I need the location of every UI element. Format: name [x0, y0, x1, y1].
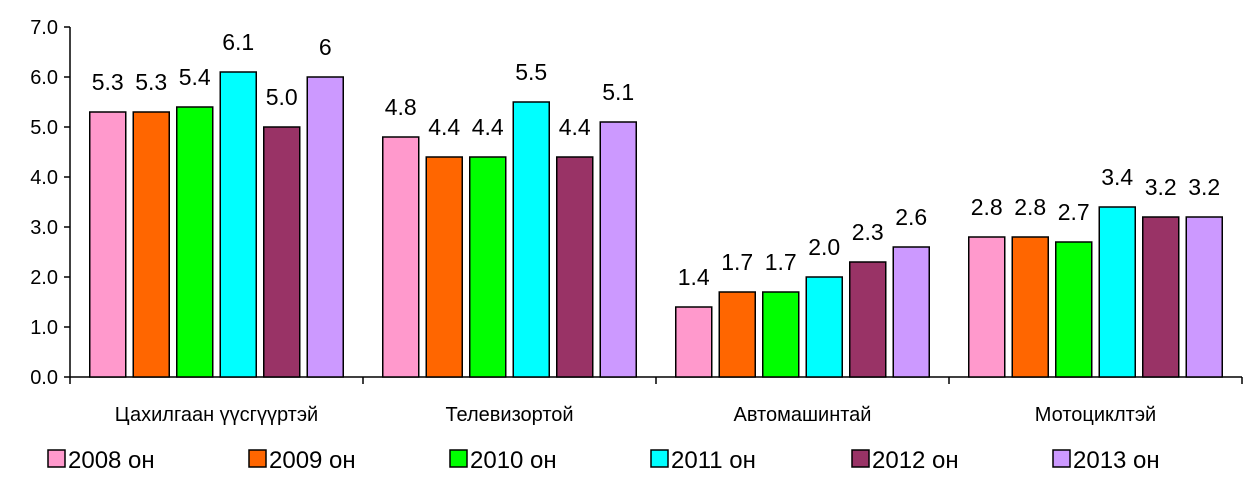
data-label: 6 [319, 34, 332, 60]
bar [556, 156, 594, 378]
category-label: Цахилгаан үүсгүүртэй [115, 404, 318, 426]
data-label: 4.4 [472, 114, 504, 140]
legend-label: 2013 он [1073, 447, 1160, 474]
bar [469, 156, 507, 378]
data-label: 5.5 [515, 59, 547, 85]
legend-swatch [1052, 449, 1071, 468]
data-label: 2.8 [971, 194, 1003, 220]
x-axis: Цахилгаан үүсгүүртэй Телевизортой Автомаши… [69, 376, 1243, 426]
legend-swatch [851, 449, 870, 468]
bar [132, 111, 170, 378]
data-label: 4.4 [428, 114, 460, 140]
bar [382, 136, 420, 378]
y-tick-label: 0.0 [30, 367, 58, 389]
bar [1011, 236, 1049, 378]
bar [599, 121, 637, 378]
bar [306, 76, 344, 378]
data-label: 2.8 [1014, 194, 1046, 220]
data-label: 5.0 [266, 84, 298, 110]
legend-label: 2010 он [470, 447, 557, 474]
bar [968, 236, 1006, 378]
data-label: 3.2 [1145, 174, 1177, 200]
data-label: 3.4 [1101, 164, 1133, 190]
data-label: 2.7 [1058, 199, 1090, 225]
bar [892, 246, 930, 378]
data-label: 5.1 [602, 79, 634, 105]
legend-swatch [47, 449, 66, 468]
bar [1055, 241, 1093, 378]
bar [219, 71, 257, 378]
category-label: Автомашинтай [734, 404, 872, 426]
bar [1185, 216, 1223, 378]
y-tick-label: 7.0 [30, 17, 58, 39]
y-tick-label: 6.0 [30, 67, 58, 89]
data-label: 4.8 [385, 94, 417, 120]
legend-swatch [650, 449, 669, 468]
y-tick-label: 2.0 [30, 267, 58, 289]
data-label: 4.4 [559, 114, 591, 140]
bar [805, 276, 843, 378]
bar [718, 291, 756, 378]
legend-label: 2011 он [671, 447, 756, 474]
bar [263, 126, 301, 378]
y-tick-label: 5.0 [30, 117, 58, 139]
data-label: 5.3 [135, 69, 167, 95]
bar [675, 306, 713, 378]
data-label: 1.7 [765, 249, 797, 275]
legend-label: 2012 он [872, 447, 959, 474]
y-tick-label: 1.0 [30, 317, 58, 339]
data-label: 3.2 [1188, 174, 1220, 200]
data-label: 2.3 [852, 219, 884, 245]
data-label: 5.4 [179, 64, 211, 90]
data-label: 2.6 [895, 204, 927, 230]
bar [762, 291, 800, 378]
legend-label: 2009 он [269, 447, 356, 474]
bars [89, 71, 1223, 378]
category-label: Телевизортой [445, 404, 573, 426]
data-label: 6.1 [222, 29, 254, 55]
bar [176, 106, 214, 378]
legend: 2008 он 2009 он 2010 он 2011 он 2012 он 2013 … [47, 447, 1160, 474]
category-label: Мотоциклтэй [1035, 404, 1156, 426]
y-axis: 0.0 1.0 2.0 3.0 4.0 5.0 6.0 7.0 [30, 17, 71, 389]
legend-swatch [449, 449, 468, 468]
bar [849, 261, 887, 378]
bar [512, 101, 550, 378]
data-label: 5.3 [92, 69, 124, 95]
bar [425, 156, 463, 378]
data-label: 2.0 [808, 234, 840, 260]
bar [89, 111, 127, 378]
legend-swatch [248, 449, 267, 468]
bar [1142, 216, 1180, 378]
data-label: 1.7 [721, 249, 753, 275]
data-labels: 5.3 4.8 1.4 2.8 5.3 4.4 1.7 2.8 5.4 4.4 1.7 2.7 6.1 5… [92, 29, 1220, 290]
y-tick-label: 4.0 [30, 167, 58, 189]
data-label: 1.4 [678, 264, 710, 290]
bar [1098, 206, 1136, 378]
y-tick-label: 3.0 [30, 217, 58, 239]
legend-label: 2008 он [68, 447, 155, 474]
